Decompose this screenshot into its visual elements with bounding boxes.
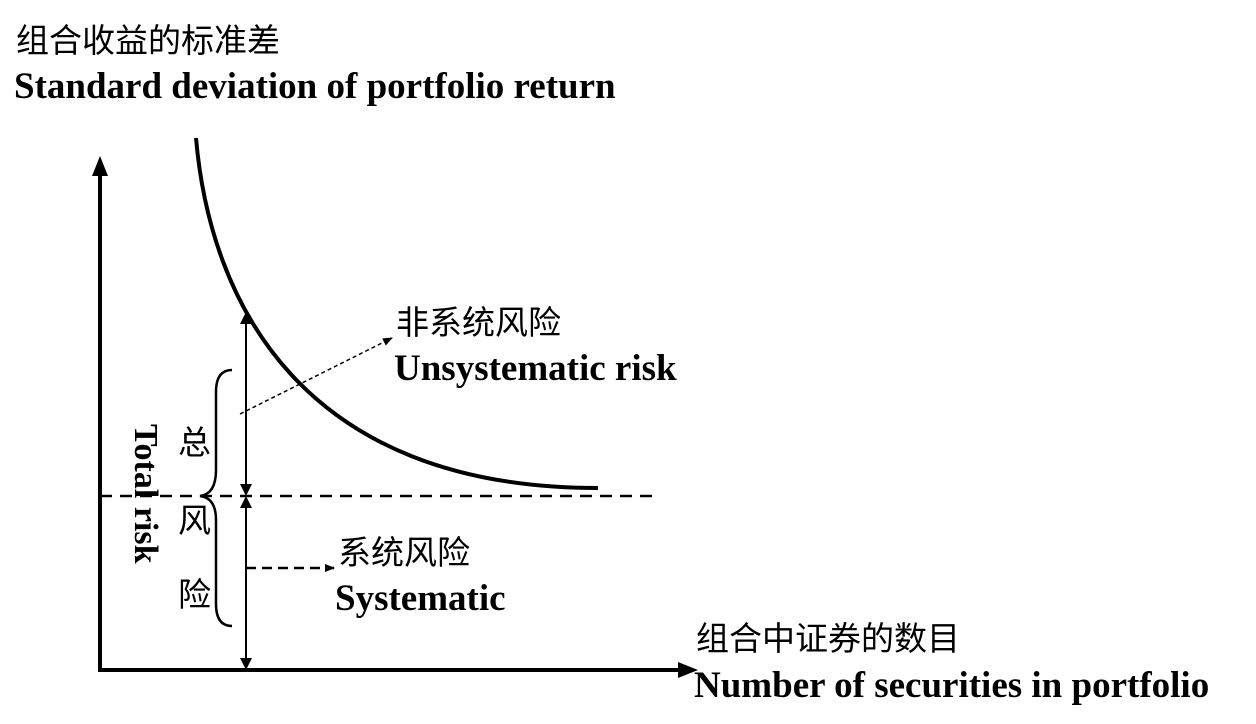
systematic-range-arrow-top xyxy=(240,496,252,508)
unsystematic-range-arrow-top xyxy=(240,312,252,324)
x-axis-label-cn: 组合中证券的数目 xyxy=(696,619,960,658)
unsystematic-label-en: Unsystematic risk xyxy=(394,348,677,389)
total-risk-char-3: 险 xyxy=(178,575,211,614)
total-risk-curve xyxy=(194,137,599,490)
x-axis-arrow xyxy=(678,662,698,678)
x-axis-label-en: Number of securities in portfolio xyxy=(694,665,1210,706)
unsystematic-label-cn: 非系统风险 xyxy=(396,303,561,342)
total-risk-char-2: 风 xyxy=(178,501,211,540)
unsystematic-range-arrow-bottom xyxy=(240,484,252,496)
unsystematic-leader-line xyxy=(239,337,393,415)
total-risk-brace xyxy=(199,368,233,628)
systematic-range-arrow-bottom xyxy=(240,658,252,670)
y-axis-label-en: Standard deviation of portfolio return xyxy=(14,66,616,107)
total-risk-char-1: 总 xyxy=(178,423,211,462)
systematic-label-cn: 系统风险 xyxy=(338,533,470,572)
total-risk-label-en: Total risk xyxy=(127,424,164,564)
y-axis-label-cn: 组合收益的标准差 xyxy=(16,21,280,60)
y-axis-arrow xyxy=(92,156,108,176)
systematic-label-en: Systematic xyxy=(335,578,506,619)
